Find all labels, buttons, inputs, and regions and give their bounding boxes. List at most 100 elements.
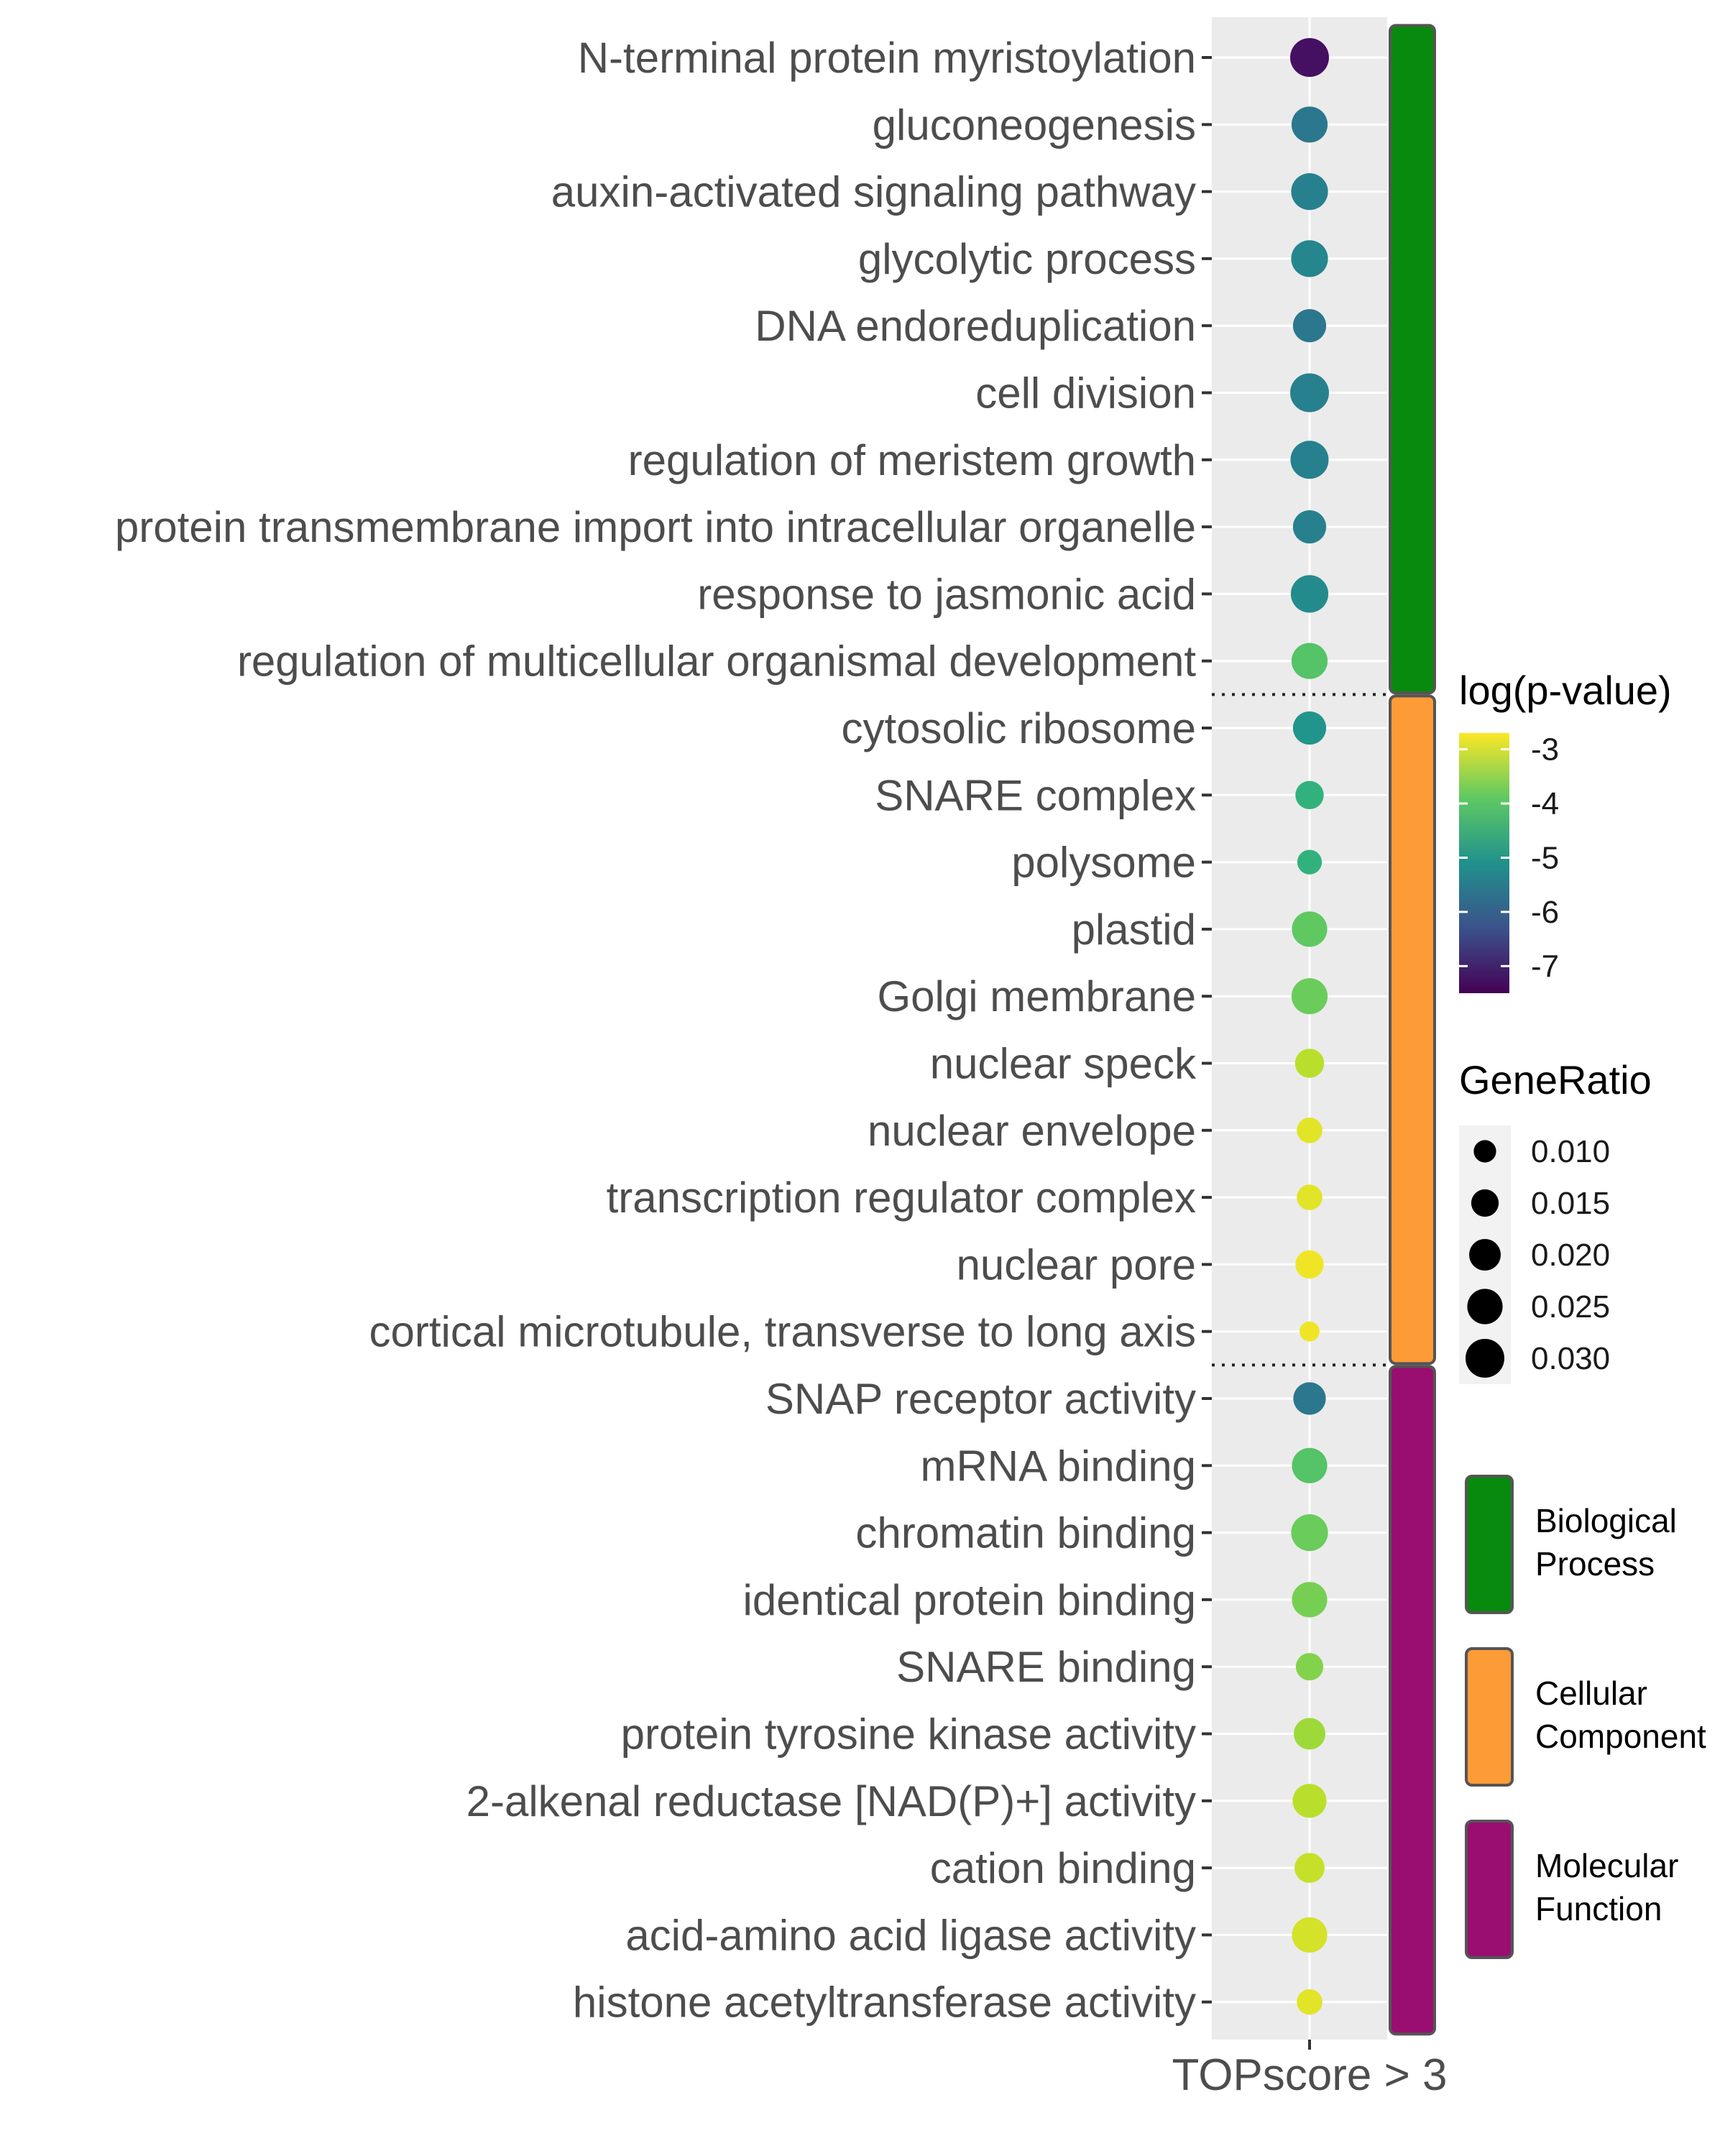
size-legend-title: GeneRatio (1459, 1057, 1652, 1102)
point-chromatin-binding (1291, 1514, 1328, 1552)
point-protein-tyrosine-kinase-activity (1294, 1718, 1325, 1750)
point-regulation-of-multicellular-organismal-development (1291, 642, 1328, 679)
color-legend-tick-label: -6 (1531, 895, 1559, 930)
point-glycolytic-process (1291, 240, 1328, 277)
category-legend: Biological Process Cellular Component Molecu… (1465, 1475, 1706, 1959)
term-label: polysome (1011, 839, 1196, 887)
term-label: SNARE binding (896, 1643, 1196, 1691)
term-label: 2-alkenal reductase [NAD(P)+] activity (466, 1777, 1196, 1825)
point-cell-division (1290, 373, 1329, 413)
term-label: N-terminal protein myristoylation (578, 34, 1196, 82)
term-label: identical protein binding (743, 1576, 1196, 1624)
term-label: mRNA binding (920, 1442, 1196, 1490)
term-label: acid-amino acid ligase activity (625, 1911, 1196, 1959)
size-legend-dot (1471, 1189, 1499, 1217)
category-legend-swatch-molecular-function (1465, 1820, 1514, 1959)
term-label: gluconeogenesis (873, 101, 1196, 149)
category-legend-label: Process (1535, 1545, 1655, 1583)
point-2-alkenal-reductase-nad-p-activity (1292, 1784, 1327, 1818)
color-legend-tick-label: -4 (1531, 786, 1559, 821)
category-legend-label: Component (1535, 1718, 1706, 1755)
category-bar-cellular-component (1389, 694, 1436, 1365)
term-label: DNA endoreduplication (755, 302, 1196, 350)
color-legend-bar (1459, 733, 1509, 993)
y-axis-ticks (1202, 56, 1212, 2004)
term-label: cytosolic ribosome (841, 704, 1196, 752)
plot-panel (1212, 17, 1387, 2040)
point-n-terminal-protein-myristoylation (1290, 38, 1329, 77)
point-protein-transmembrane-import-into-intracellular-organelle (1292, 510, 1327, 544)
size-legend-dot (1473, 1140, 1496, 1163)
size-legend-dot (1469, 1239, 1501, 1271)
size-legend-dot (1466, 1339, 1504, 1378)
term-label: regulation of meristem growth (628, 436, 1196, 484)
point-snap-receptor-activity (1293, 1382, 1326, 1415)
term-label: protein transmembrane import into intrac… (115, 503, 1196, 551)
point-plastid (1292, 911, 1328, 947)
term-label: Golgi membrane (877, 972, 1196, 1021)
size-legend-label: 0.020 (1531, 1238, 1610, 1273)
point-dna-endoreduplication (1292, 309, 1327, 343)
category-legend-swatch-biological-process (1465, 1475, 1514, 1614)
category-legend-label: Molecular (1535, 1847, 1678, 1884)
point-golgi-membrane (1291, 978, 1328, 1015)
point-cytosolic-ribosome (1292, 711, 1327, 745)
size-legend-label: 0.015 (1531, 1186, 1610, 1221)
point-histone-acetyltransferase-activity (1297, 1989, 1322, 2015)
size-legend-items: 0.010 0.015 0.020 0.025 0.030 (1466, 1134, 1610, 1378)
x-axis-label: TOPscore > 3 (1172, 2050, 1447, 2100)
point-snare-binding (1295, 1653, 1324, 1681)
term-label: regulation of multicellular organismal d… (237, 637, 1196, 686)
point-polysome (1297, 849, 1322, 875)
color-legend-tick-label: -7 (1531, 949, 1559, 984)
term-label: transcription regulator complex (607, 1174, 1196, 1222)
term-label: cell division (975, 369, 1196, 418)
category-bars (1389, 24, 1436, 2036)
term-label: histone acetyltransferase activity (573, 1978, 1196, 2027)
term-label: SNARE complex (875, 771, 1196, 819)
term-label: auxin-activated signaling pathway (551, 168, 1196, 216)
term-label: protein tyrosine kinase activity (621, 1710, 1196, 1759)
point-identical-protein-binding (1292, 1582, 1328, 1618)
point-cation-binding (1294, 1853, 1325, 1884)
term-label: plastid (1072, 906, 1196, 954)
size-legend-label: 0.010 (1531, 1134, 1610, 1169)
point-auxin-activated-signaling-pathway (1291, 173, 1328, 211)
size-legend-label: 0.025 (1531, 1289, 1610, 1325)
term-label: nuclear pore (956, 1240, 1196, 1289)
color-legend: log(p-value) -3 -4 -5 -6 -7 (1459, 668, 1672, 993)
category-legend-swatch-cellular-component (1465, 1647, 1514, 1787)
color-legend-tick-label: -3 (1531, 732, 1559, 768)
size-legend-label: 0.030 (1531, 1341, 1610, 1376)
term-label: SNAP receptor activity (765, 1375, 1196, 1423)
term-label: nuclear envelope (868, 1107, 1196, 1155)
point-acid-amino-acid-ligase-activity (1292, 1917, 1328, 1953)
category-bar-biological-process (1389, 24, 1436, 695)
color-legend-ticks: -3 -4 -5 -6 -7 (1459, 732, 1559, 984)
term-label: chromatin binding (855, 1509, 1196, 1557)
point-response-to-jasmonic-acid (1290, 575, 1329, 613)
term-label: cation binding (930, 1844, 1196, 1892)
point-gluconeogenesis (1291, 106, 1328, 143)
point-regulation-of-meristem-growth (1290, 441, 1329, 479)
point-nuclear-speck (1294, 1049, 1325, 1078)
category-legend-label: Cellular (1535, 1674, 1647, 1712)
category-legend-label: Biological (1535, 1502, 1677, 1539)
point-cortical-microtubule-transverse-to-long-axis (1300, 1321, 1320, 1342)
color-legend-tick-label: -5 (1531, 840, 1559, 875)
point-snare-complex (1295, 780, 1324, 810)
point-nuclear-pore (1295, 1250, 1324, 1279)
term-label: response to jasmonic acid (697, 570, 1196, 618)
size-legend: GeneRatio 0.010 0.015 0.020 0.025 0.030 (1459, 1057, 1652, 1384)
data-points (1290, 38, 1329, 2015)
term-label: cortical microtubule, transverse to long… (369, 1308, 1197, 1356)
point-nuclear-envelope (1297, 1118, 1322, 1143)
point-transcription-regulator-complex (1297, 1184, 1322, 1210)
size-legend-dot (1467, 1289, 1503, 1325)
term-label: nuclear speck (930, 1040, 1197, 1088)
category-legend-label: Function (1535, 1890, 1662, 1927)
color-legend-title: log(p-value) (1459, 668, 1672, 713)
y-axis-term-labels: N-terminal protein myristoylation glucone… (115, 34, 1197, 2027)
term-label: glycolytic process (858, 235, 1196, 283)
